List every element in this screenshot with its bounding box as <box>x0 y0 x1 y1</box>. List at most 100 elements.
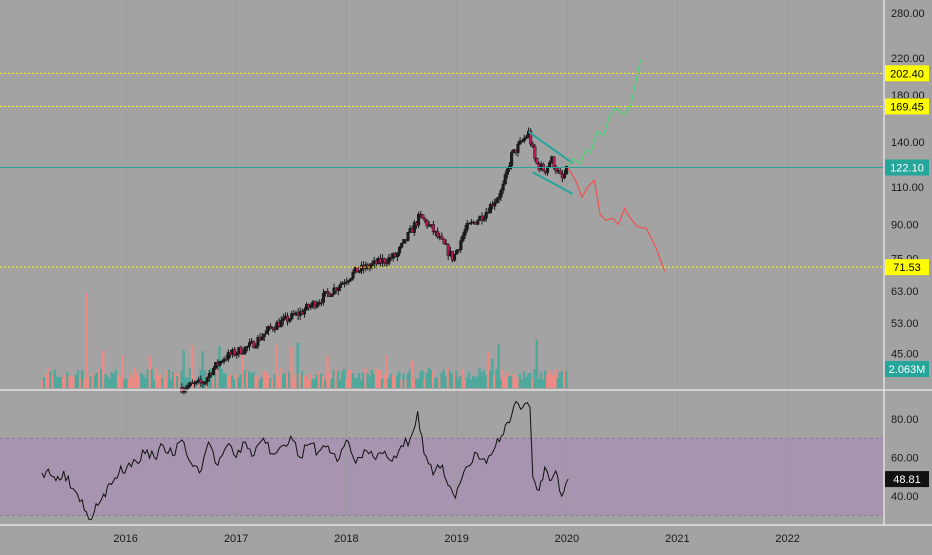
volume-bar <box>330 378 333 388</box>
volume-bar <box>414 378 418 388</box>
volume-bar <box>167 369 171 388</box>
candle-body <box>503 174 507 185</box>
price-tick-label: 90.00 <box>891 219 919 231</box>
volume-bar <box>188 368 192 388</box>
volume-bar <box>127 379 130 388</box>
candles[interactable] <box>180 127 569 395</box>
volume-bar <box>45 374 48 388</box>
volume-bar <box>226 375 230 388</box>
volume-bar <box>131 377 135 388</box>
candle-body <box>256 337 260 347</box>
volume-bar <box>260 377 264 388</box>
volume-bar <box>237 377 240 388</box>
price-label-bg <box>885 98 929 115</box>
volume-bar <box>59 376 63 388</box>
projection-lines[interactable] <box>567 59 666 272</box>
volume-bar <box>93 375 97 388</box>
volume-bar <box>383 374 386 388</box>
candle-body <box>562 173 567 179</box>
volume-bar <box>442 369 445 388</box>
candle-body <box>279 320 283 328</box>
volume-bar <box>222 373 226 388</box>
projection-path <box>567 167 666 272</box>
volume-bar <box>138 376 141 388</box>
volume-bar <box>313 379 316 388</box>
volume-bar <box>102 350 105 388</box>
horizontal-lines[interactable] <box>0 72 884 268</box>
volume-bar <box>228 374 232 388</box>
volume-bar <box>250 373 253 388</box>
volume-bar <box>421 370 424 388</box>
candle-body <box>269 326 273 328</box>
candle-body <box>199 379 203 383</box>
volume-bar <box>57 377 61 388</box>
volume-bar <box>163 377 166 388</box>
volume-bar <box>391 374 395 388</box>
candle-body <box>431 224 435 233</box>
volume-bar <box>343 369 346 388</box>
volume-bar <box>381 378 384 388</box>
volume-bar <box>560 371 564 388</box>
volume-bar <box>264 372 268 388</box>
volume-bars <box>40 293 568 388</box>
volume-bar <box>554 369 557 388</box>
candle-body <box>211 367 216 375</box>
grid-lines <box>125 0 789 525</box>
candle-body <box>241 352 245 355</box>
volume-bar <box>317 371 321 388</box>
volume-bar <box>550 373 553 388</box>
candle-body <box>195 381 199 384</box>
volume-label: 2.063M <box>889 364 926 376</box>
candle-body <box>207 372 211 378</box>
volume-bar <box>262 370 266 388</box>
volume-bar <box>233 379 236 388</box>
volume-bar <box>47 368 50 388</box>
price-label: 71.53 <box>893 262 921 274</box>
volume-bar <box>85 293 88 388</box>
candle-body <box>385 262 389 265</box>
volume-bar <box>110 372 113 388</box>
rsi-tick-label: 40.00 <box>891 491 919 503</box>
rsi-path <box>41 400 569 521</box>
candle-body <box>531 143 535 147</box>
volume-bar <box>165 369 168 388</box>
volume-bar <box>112 373 116 388</box>
volume-bar <box>338 379 342 388</box>
volume-bar <box>64 374 67 388</box>
volume-bar <box>324 379 327 388</box>
rsi-value-label-bg <box>885 471 929 488</box>
time-tick-label: 2019 <box>444 533 468 545</box>
candle-body <box>552 156 556 169</box>
time-tick-label: 2018 <box>334 533 358 545</box>
volume-bar <box>144 378 147 388</box>
volume-bar <box>385 355 388 388</box>
rsi-value-label: 48.81 <box>893 474 921 486</box>
price-label-bg <box>885 65 929 82</box>
volume-bar <box>266 375 270 388</box>
candle-body <box>205 377 209 383</box>
volume-bar <box>522 371 526 388</box>
candle-body <box>218 361 222 366</box>
volume-bar <box>406 373 409 388</box>
volume-bar <box>309 373 312 388</box>
volume-bar <box>116 374 120 388</box>
volume-bar <box>190 345 194 388</box>
volume-bar <box>182 350 185 388</box>
trendlines[interactable] <box>527 130 574 195</box>
volume-bar <box>273 374 276 388</box>
rsi-band <box>0 437 884 516</box>
volume-bar <box>556 378 560 388</box>
volume-bar <box>142 375 145 388</box>
rsi-axis[interactable]: 80.00 60.00 40.00 <box>891 414 919 503</box>
volume-bar <box>332 369 335 388</box>
volume-bar <box>546 374 549 388</box>
volume-bar <box>495 369 498 388</box>
candle-body <box>252 341 256 349</box>
candle-body <box>343 282 347 285</box>
volume-bar <box>243 370 247 388</box>
time-axis[interactable]: 2016 2017 2018 2019 2020 2021 2022 <box>113 533 799 545</box>
candle-body <box>452 254 457 261</box>
candle-body <box>233 349 237 356</box>
